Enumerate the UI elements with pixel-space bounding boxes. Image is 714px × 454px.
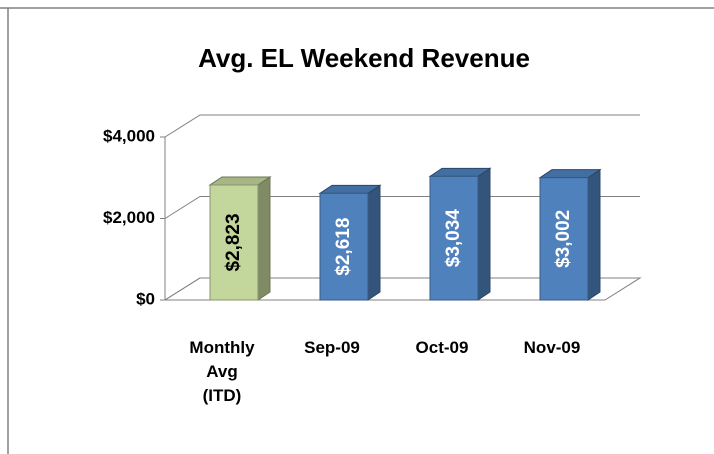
data-label: $3,034 bbox=[443, 209, 464, 268]
data-label: $3,002 bbox=[553, 210, 574, 268]
x-tick-label: Sep-09 bbox=[304, 338, 360, 357]
bar-side bbox=[587, 168, 601, 301]
y-tick-label: $2,000 bbox=[103, 208, 155, 227]
chart-title: Avg. EL Weekend Revenue bbox=[198, 43, 530, 73]
grid-line bbox=[164, 277, 640, 301]
data-label: $2,823 bbox=[223, 213, 244, 271]
bar bbox=[539, 177, 589, 301]
bar bbox=[319, 192, 369, 301]
x-tick-label: Oct-09 bbox=[415, 338, 469, 357]
bar bbox=[209, 184, 259, 301]
grid-line bbox=[164, 196, 640, 219]
grid-line bbox=[164, 114, 640, 138]
x-tick-label: Monthly Avg (ITD) bbox=[189, 338, 255, 405]
y-tick-label: $4,000 bbox=[103, 126, 155, 145]
data-label: $2,618 bbox=[333, 218, 354, 276]
bar-side bbox=[477, 167, 491, 301]
bar-side bbox=[257, 176, 271, 301]
bar-side bbox=[367, 184, 381, 301]
x-tick-label: Nov-09 bbox=[523, 338, 581, 357]
y-tick-label: $0 bbox=[136, 289, 155, 308]
bar bbox=[429, 175, 479, 301]
